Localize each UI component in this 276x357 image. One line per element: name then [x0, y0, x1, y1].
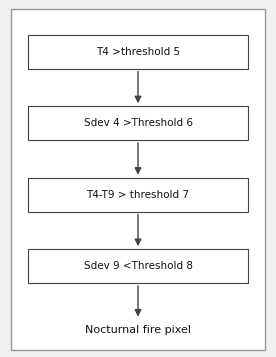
Text: T4-T9 > threshold 7: T4-T9 > threshold 7 — [86, 190, 190, 200]
Text: Nocturnal fire pixel: Nocturnal fire pixel — [85, 325, 191, 335]
Bar — [28, 35, 248, 69]
Bar — [28, 106, 248, 140]
Text: Sdev 9 <Threshold 8: Sdev 9 <Threshold 8 — [84, 261, 192, 271]
Text: Sdev 4 >Threshold 6: Sdev 4 >Threshold 6 — [84, 118, 192, 128]
Bar — [28, 249, 248, 283]
Bar — [28, 177, 248, 211]
Text: T4 >threshold 5: T4 >threshold 5 — [96, 47, 180, 57]
